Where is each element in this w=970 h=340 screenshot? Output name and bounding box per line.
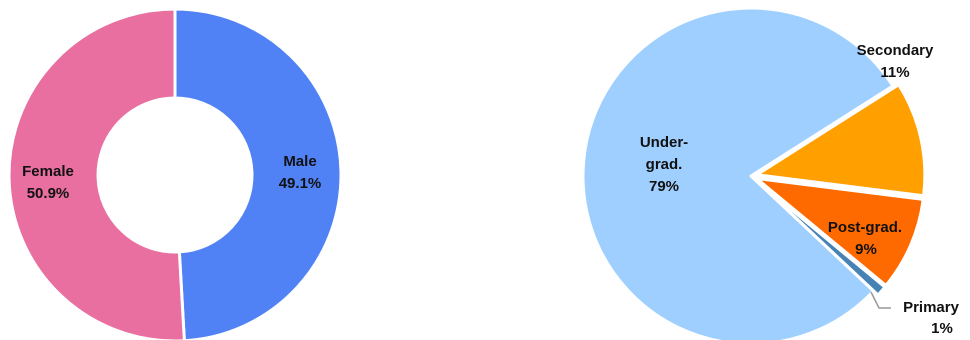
slice-value-female: 50.9% <box>27 185 70 202</box>
slice-value-under-grad: 79% <box>649 178 679 195</box>
slice-label-under-grad-line2: grad. <box>646 156 683 173</box>
slice-male <box>173 7 343 340</box>
slice-value-male: 49.1% <box>279 175 322 192</box>
slice-post-grad <box>755 176 925 287</box>
primary-leader-line <box>870 291 891 309</box>
slice-label-primary: Primary <box>903 299 960 316</box>
slice-value-secondary: 11% <box>880 64 909 81</box>
slice-label-post-grad: Post-grad. <box>828 219 902 236</box>
education-pie-chart <box>581 6 927 340</box>
slice-value-post-grad: 9% <box>855 241 877 258</box>
slice-label-secondary: Secondary <box>857 42 934 59</box>
slice-female <box>7 7 186 340</box>
slice-label-female: Female <box>22 163 74 180</box>
slice-under-grad <box>581 6 895 340</box>
slice-label-male: Male <box>283 153 316 170</box>
slice-secondary <box>755 83 927 198</box>
slice-value-primary: 1% <box>931 320 953 337</box>
gender-donut-chart <box>7 7 343 340</box>
slice-label-under-grad-line1: Under- <box>640 134 688 151</box>
